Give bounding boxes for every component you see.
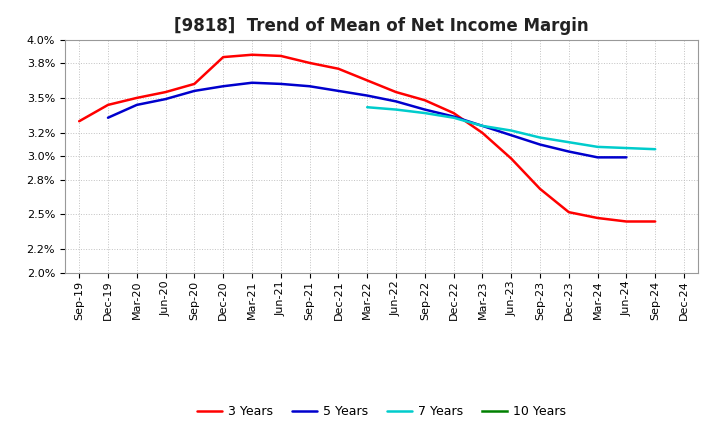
7 Years (392, 107, 400, 112)
7 Years (651, 147, 660, 152)
3 Years (564, 209, 573, 215)
5 Years (593, 155, 602, 160)
3 Years (248, 52, 256, 57)
5 Years (161, 96, 170, 102)
5 Years (507, 132, 516, 138)
3 Years (104, 102, 112, 107)
3 Years (593, 215, 602, 220)
5 Years (305, 84, 314, 89)
Line: 3 Years: 3 Years (79, 55, 655, 221)
3 Years (478, 130, 487, 136)
3 Years (449, 110, 458, 116)
5 Years (104, 115, 112, 121)
3 Years (622, 219, 631, 224)
5 Years (132, 102, 141, 107)
3 Years (161, 89, 170, 95)
3 Years (420, 98, 429, 103)
3 Years (334, 66, 343, 71)
7 Years (564, 139, 573, 145)
5 Years (478, 123, 487, 128)
7 Years (536, 135, 544, 140)
3 Years (132, 95, 141, 100)
7 Years (593, 144, 602, 150)
7 Years (449, 115, 458, 121)
3 Years (507, 156, 516, 161)
7 Years (478, 123, 487, 128)
Legend: 3 Years, 5 Years, 7 Years, 10 Years: 3 Years, 5 Years, 7 Years, 10 Years (192, 400, 572, 423)
5 Years (420, 107, 429, 112)
3 Years (219, 55, 228, 60)
5 Years (334, 88, 343, 94)
7 Years (622, 145, 631, 150)
5 Years (536, 142, 544, 147)
Line: 5 Years: 5 Years (108, 83, 626, 158)
5 Years (276, 81, 285, 87)
7 Years (363, 105, 372, 110)
5 Years (564, 149, 573, 154)
7 Years (420, 110, 429, 116)
3 Years (190, 81, 199, 87)
5 Years (219, 84, 228, 89)
5 Years (622, 155, 631, 160)
3 Years (536, 186, 544, 191)
5 Years (392, 99, 400, 104)
3 Years (305, 60, 314, 66)
3 Years (276, 53, 285, 59)
5 Years (363, 93, 372, 98)
3 Years (363, 78, 372, 83)
3 Years (392, 89, 400, 95)
7 Years (507, 128, 516, 133)
Line: 7 Years: 7 Years (367, 107, 655, 149)
5 Years (190, 88, 199, 94)
5 Years (449, 114, 458, 119)
3 Years (651, 219, 660, 224)
5 Years (248, 80, 256, 85)
3 Years (75, 118, 84, 124)
Title: [9818]  Trend of Mean of Net Income Margin: [9818] Trend of Mean of Net Income Margi… (174, 17, 589, 35)
